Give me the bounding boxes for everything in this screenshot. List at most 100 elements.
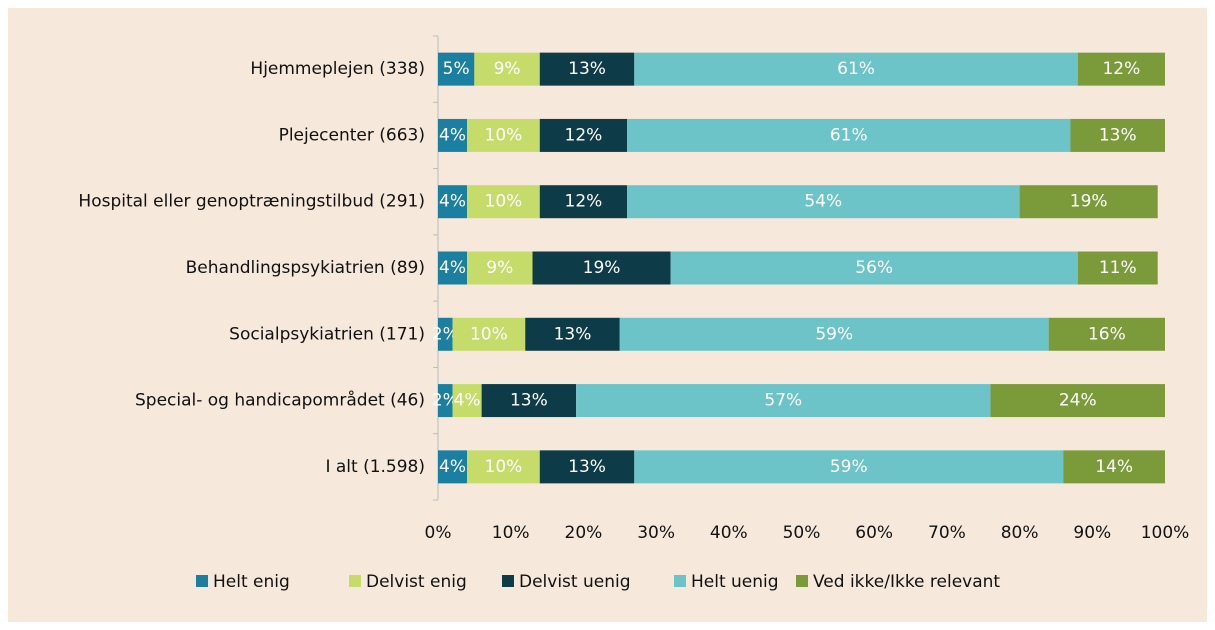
bar-segment bbox=[438, 118, 468, 152]
x-tick-label: 30% bbox=[637, 523, 675, 543]
value-label: 19% bbox=[1070, 192, 1108, 212]
bar-segment bbox=[1063, 450, 1165, 484]
value-label: 61% bbox=[837, 59, 875, 79]
value-label: 13% bbox=[510, 391, 548, 411]
value-label: 2% bbox=[432, 391, 459, 411]
background bbox=[8, 8, 1207, 622]
value-label: 9% bbox=[494, 59, 521, 79]
value-label: 10% bbox=[470, 324, 508, 344]
legend-swatch bbox=[674, 575, 686, 587]
bar-segment bbox=[438, 450, 468, 484]
value-label: 13% bbox=[1099, 125, 1137, 145]
bar-segment bbox=[1077, 251, 1158, 285]
value-label: 12% bbox=[1102, 59, 1140, 79]
value-label: 19% bbox=[583, 258, 621, 278]
bar-segment bbox=[539, 185, 628, 219]
bar-segment bbox=[438, 185, 468, 219]
category-label: Special- og handicapområdet (46) bbox=[135, 390, 425, 411]
legend-swatch bbox=[196, 575, 208, 587]
bar-segment bbox=[438, 384, 453, 418]
bar-segment bbox=[1070, 118, 1165, 152]
bar-segment bbox=[619, 317, 1049, 351]
value-label: 56% bbox=[855, 258, 893, 278]
legend-label: Helt uenig bbox=[691, 572, 779, 592]
value-label: 4% bbox=[454, 391, 481, 411]
bar-segment bbox=[627, 185, 1020, 219]
x-tick-label: 50% bbox=[783, 523, 821, 543]
bar-segment bbox=[467, 118, 540, 152]
bar-segment bbox=[467, 251, 533, 285]
category-label: Behandlingspsykiatrien (89) bbox=[186, 258, 425, 278]
value-label: 4% bbox=[439, 258, 466, 278]
x-tick-label: 80% bbox=[1001, 523, 1039, 543]
category-label: Plejecenter (663) bbox=[279, 125, 425, 145]
legend-swatch bbox=[502, 575, 514, 587]
legend-label: Delvist uenig bbox=[519, 572, 631, 592]
bar-segment bbox=[539, 118, 628, 152]
bar-segment bbox=[1048, 317, 1165, 351]
bar-segment bbox=[539, 52, 635, 86]
value-label: 11% bbox=[1099, 258, 1137, 278]
bar-segment bbox=[438, 52, 475, 86]
bar-segment bbox=[634, 450, 1064, 484]
value-label: 5% bbox=[443, 59, 470, 79]
category-label: Hjemmeplejen (338) bbox=[250, 59, 425, 79]
value-label: 10% bbox=[485, 192, 523, 212]
bar-segment bbox=[525, 317, 620, 351]
bar-segment bbox=[452, 384, 482, 418]
bar-segment bbox=[438, 251, 468, 285]
bar-segment bbox=[474, 52, 540, 86]
category-label: Socialpsykiatrien (171) bbox=[229, 324, 425, 344]
x-tick-label: 0% bbox=[425, 523, 452, 543]
bar-segment bbox=[634, 52, 1078, 86]
value-label: 4% bbox=[439, 457, 466, 477]
value-label: 61% bbox=[830, 125, 868, 145]
legend-label: Delvist enig bbox=[366, 572, 467, 592]
value-label: 9% bbox=[486, 258, 513, 278]
bar-segment bbox=[452, 317, 526, 351]
x-tick-label: 10% bbox=[492, 523, 530, 543]
x-tick-label: 90% bbox=[1073, 523, 1111, 543]
value-label: 13% bbox=[568, 457, 606, 477]
category-label: I alt (1.598) bbox=[325, 457, 425, 477]
x-tick-label: 20% bbox=[565, 523, 603, 543]
legend-label: Helt enig bbox=[213, 572, 290, 592]
value-label: 24% bbox=[1059, 391, 1097, 411]
x-tick-label: 100% bbox=[1141, 523, 1190, 543]
value-label: 13% bbox=[554, 324, 592, 344]
value-label: 59% bbox=[815, 324, 853, 344]
x-tick-label: 70% bbox=[928, 523, 966, 543]
value-label: 13% bbox=[568, 59, 606, 79]
bar-segment bbox=[532, 251, 671, 285]
bar-segment bbox=[1019, 185, 1158, 219]
value-label: 59% bbox=[830, 457, 868, 477]
bar-segment bbox=[539, 450, 635, 484]
bar-segment bbox=[670, 251, 1078, 285]
value-label: 4% bbox=[439, 125, 466, 145]
value-label: 2% bbox=[432, 324, 459, 344]
bar-segment bbox=[576, 384, 991, 418]
value-label: 14% bbox=[1095, 457, 1133, 477]
value-label: 57% bbox=[764, 391, 802, 411]
legend-swatch bbox=[796, 575, 808, 587]
value-label: 16% bbox=[1088, 324, 1126, 344]
value-label: 12% bbox=[565, 125, 603, 145]
legend-swatch bbox=[349, 575, 361, 587]
value-label: 4% bbox=[439, 192, 466, 212]
bar-segment bbox=[627, 118, 1071, 152]
value-label: 12% bbox=[565, 192, 603, 212]
x-tick-label: 40% bbox=[710, 523, 748, 543]
legend-label: Ved ikke/Ikke relevant bbox=[813, 572, 1000, 592]
bar-segment bbox=[467, 185, 540, 219]
bar-segment bbox=[990, 384, 1165, 418]
value-label: 10% bbox=[485, 125, 523, 145]
bar-segment bbox=[1077, 52, 1165, 86]
bar-segment bbox=[467, 450, 540, 484]
value-label: 10% bbox=[485, 457, 523, 477]
category-label: Hospital eller genoptræningstilbud (291) bbox=[78, 192, 425, 212]
x-tick-label: 60% bbox=[855, 523, 893, 543]
bar-segment bbox=[481, 384, 577, 418]
bar-segment bbox=[438, 317, 453, 351]
value-label: 54% bbox=[804, 192, 842, 212]
